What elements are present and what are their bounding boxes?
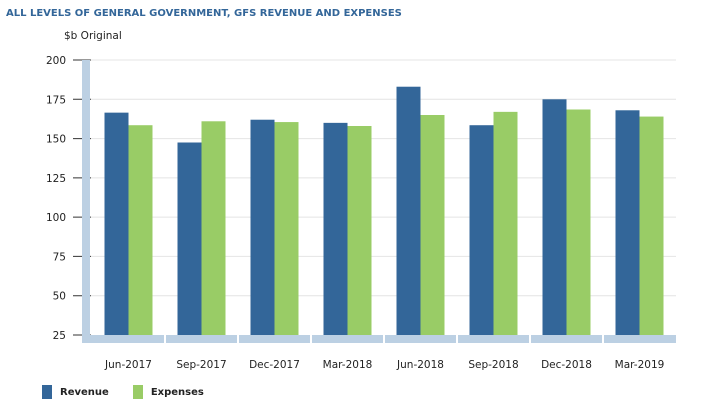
x-tick-label: Dec-2018	[541, 359, 592, 371]
x-tick-label: Mar-2018	[323, 359, 373, 371]
legend: Revenue Expenses	[42, 385, 204, 399]
x-tick-label: Sep-2018	[468, 359, 518, 371]
bar-expenses-mar-2019	[639, 116, 664, 335]
x-tick-label: Dec-2017	[249, 359, 300, 371]
legend-swatch-expenses	[132, 385, 143, 399]
legend-item-revenue[interactable]: Revenue	[42, 385, 109, 399]
bar-revenue-mar-2018	[323, 122, 348, 335]
bar-revenue-dec-2017	[250, 119, 275, 335]
y-tick-label: 125	[46, 173, 66, 185]
bar-expenses-jun-2018	[420, 115, 445, 335]
y-tick-label: 150	[46, 134, 66, 146]
bar-expenses-jun-2017	[128, 125, 153, 335]
legend-item-expenses[interactable]: Expenses	[132, 385, 204, 399]
y-tick-label: 175	[46, 94, 66, 106]
x-tick-label: Sep-2017	[176, 359, 226, 371]
bar-chart: 25 50 75 100 125 150 175 200 Jun-2017 Sep-2017 Dec…	[46, 55, 676, 371]
y-tick-label: 75	[53, 251, 66, 263]
bar-revenue-jun-2018	[396, 86, 421, 335]
bar-revenue-mar-2019	[615, 110, 640, 336]
legend-swatch-revenue	[42, 385, 52, 399]
x-tick-label: Jun-2018	[396, 359, 444, 371]
bar-expenses-sep-2018	[493, 111, 518, 335]
legend-label-revenue: Revenue	[60, 386, 109, 398]
x-tick-label: Mar-2019	[615, 359, 665, 371]
bar-revenue-dec-2018	[542, 99, 567, 336]
bar-revenue-jun-2017	[104, 112, 129, 336]
y-axis-bar	[82, 60, 90, 343]
bar-revenue-sep-2017	[177, 142, 202, 335]
bar-expenses-dec-2017	[274, 122, 299, 335]
bar-expenses-mar-2018	[347, 126, 372, 335]
legend-label-expenses: Expenses	[150, 386, 204, 398]
y-tick-label: 200	[46, 55, 66, 67]
x-tick-label: Jun-2017	[104, 359, 152, 371]
y-tick-label: 25	[53, 330, 66, 342]
y-tick-label: 50	[53, 291, 66, 303]
y-axis-label: $b Original	[64, 30, 122, 42]
x-axis-bar	[82, 335, 676, 343]
chart-title: ALL LEVELS OF GENERAL GOVERNMENT, GFS RE…	[6, 8, 402, 19]
bar-expenses-sep-2017	[201, 121, 226, 336]
bar-revenue-sep-2018	[469, 125, 494, 335]
y-tick-label: 100	[46, 212, 66, 224]
bar-expenses-dec-2018	[566, 109, 591, 335]
